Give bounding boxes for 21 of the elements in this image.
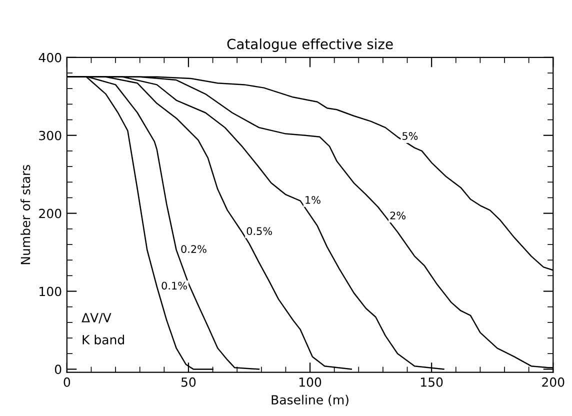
y-tick-label: 300 (39, 130, 62, 140)
series-label: 5% (402, 132, 418, 140)
annotation: ΔV/V (82, 313, 112, 324)
x-tick-label: 0 (64, 377, 70, 387)
x-tick-label: 200 (542, 377, 564, 387)
annotation: K band (82, 334, 124, 344)
x-tick-label: 100 (299, 377, 322, 387)
series-label: 0.1% (162, 282, 187, 290)
y-tick-label: 400 (38, 52, 62, 62)
series-label: 1% (306, 196, 320, 204)
y-tick-label: 200 (39, 208, 62, 218)
chart-title: Catalogue effective size (227, 38, 393, 52)
series-label: 0.2% (181, 245, 206, 253)
series-label: 2% (390, 212, 406, 220)
y-tick-label: 0 (54, 364, 62, 374)
y-tick-label: 100 (40, 286, 62, 296)
x-tick-label: 150 (421, 377, 443, 387)
x-axis-title: Baseline (m) (272, 394, 348, 406)
series-label: 0.5% (246, 227, 272, 236)
x-tick-label: 50 (181, 377, 196, 387)
y-axis-title: Number of stars (20, 165, 30, 264)
